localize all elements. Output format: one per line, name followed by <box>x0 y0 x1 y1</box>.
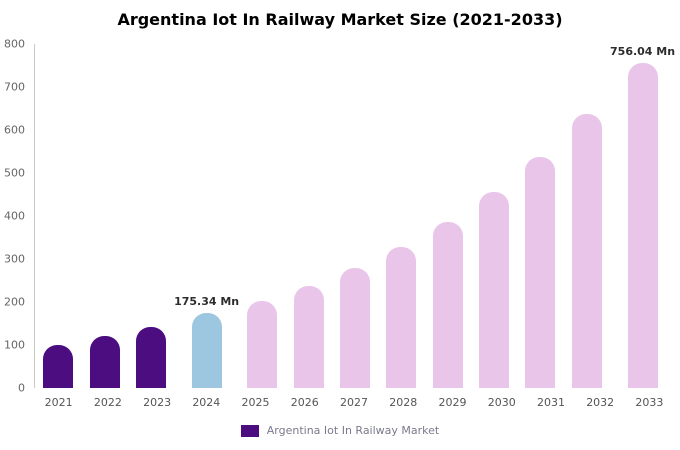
y-axis-tick: 500 <box>4 166 25 180</box>
bar-cell <box>81 44 127 388</box>
bar-cell <box>564 44 610 388</box>
x-axis-label: 2029 <box>438 396 467 409</box>
y-axis-tick: 100 <box>4 338 25 352</box>
y-axis-tick: 200 <box>4 295 25 309</box>
x-axis-label: 2022 <box>93 396 122 409</box>
legend-label: Argentina Iot In Railway Market <box>266 424 440 437</box>
bar-2022 <box>89 336 120 388</box>
bar-2028 <box>386 246 417 388</box>
bar-2032 <box>571 114 602 388</box>
bar-2025 <box>247 300 278 388</box>
bar-cell <box>35 44 81 388</box>
bar-cell <box>471 44 517 388</box>
chart-title: Argentina Iot In Railway Market Size (20… <box>117 10 563 29</box>
x-axis-label: 2030 <box>487 396 516 409</box>
bar-2031 <box>525 156 556 388</box>
y-axis-tick: 0 <box>18 381 25 395</box>
x-axis-label: 2021 <box>44 396 73 409</box>
bar-value-label: 756.04 Mn <box>610 44 676 58</box>
y-axis-ticks: 0 100 200 300 400 500 600 700 800 <box>0 38 30 395</box>
x-axis-label: 2024 <box>192 396 221 409</box>
bar-2023 <box>135 326 166 388</box>
x-axis-label: 2027 <box>340 396 369 409</box>
bar-cell <box>128 44 174 388</box>
chart-legend: Argentina Iot In Railway Market <box>0 424 680 437</box>
x-axis-label: 2025 <box>241 396 270 409</box>
bar-2027 <box>340 268 371 388</box>
bar-2030 <box>479 191 510 388</box>
bar-2024 <box>191 312 222 388</box>
bar-2021 <box>43 344 74 388</box>
x-axis-label: 2026 <box>290 396 319 409</box>
bar-cell <box>425 44 471 388</box>
y-axis-tick: 300 <box>4 252 25 266</box>
y-axis-tick: 600 <box>4 123 25 137</box>
y-axis-tick: 400 <box>4 209 25 223</box>
y-axis-tick: 700 <box>4 80 25 94</box>
x-axis-label: 2023 <box>143 396 172 409</box>
bar-value-label: 175.34 Mn <box>174 294 240 308</box>
legend-swatch <box>240 424 259 437</box>
bar-cell <box>239 44 285 388</box>
bar-cell: 175.34 Mn <box>174 44 239 388</box>
bar-2029 <box>432 222 463 388</box>
bar-cell <box>378 44 424 388</box>
x-axis-label: 2028 <box>389 396 418 409</box>
y-axis-tick: 800 <box>4 37 25 51</box>
bar-cell: 756.04 Mn <box>610 44 675 388</box>
x-axis-label: 2031 <box>536 396 565 409</box>
bars-row: 175.34 Mn 756.04 Mn <box>35 44 675 388</box>
plot-area: 175.34 Mn 756.04 Mn <box>34 44 675 388</box>
x-axis-labels: 2021 2022 2023 2024 2025 2026 2027 2028 2029 2030… <box>34 396 674 409</box>
bar-2026 <box>293 286 324 388</box>
x-axis-label: 2032 <box>586 396 615 409</box>
bar-cell <box>286 44 332 388</box>
bar-cell <box>332 44 378 388</box>
bar-2033 <box>627 62 658 388</box>
bar-cell <box>517 44 563 388</box>
x-axis-label: 2033 <box>635 396 664 409</box>
